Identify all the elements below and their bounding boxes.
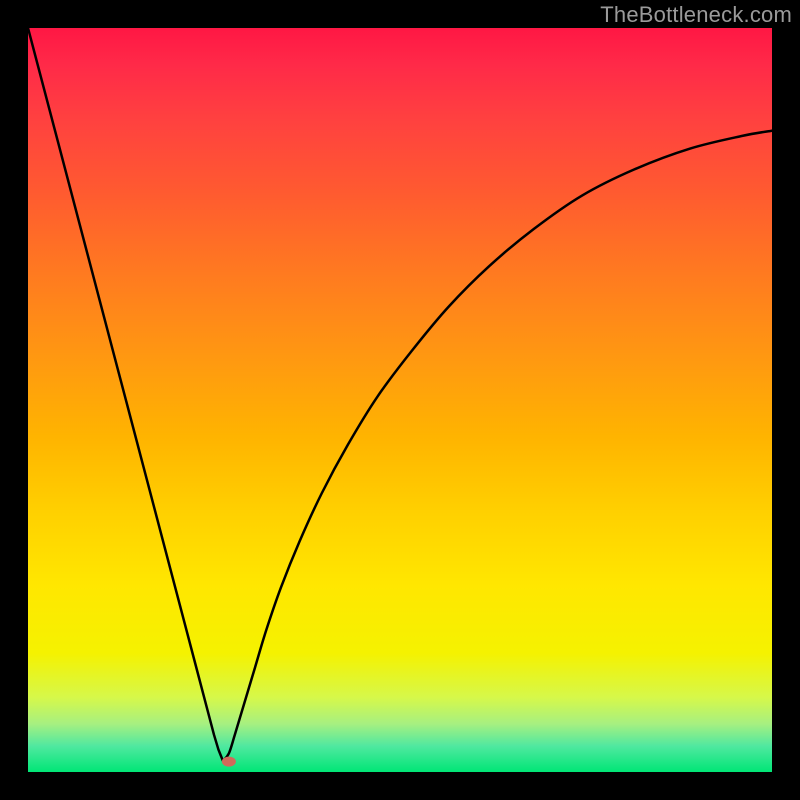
watermark-text: TheBottleneck.com <box>600 2 792 28</box>
chart-svg <box>0 0 800 800</box>
plot-background <box>28 28 772 772</box>
chart-root: TheBottleneck.com <box>0 0 800 800</box>
minimum-marker <box>222 757 236 767</box>
